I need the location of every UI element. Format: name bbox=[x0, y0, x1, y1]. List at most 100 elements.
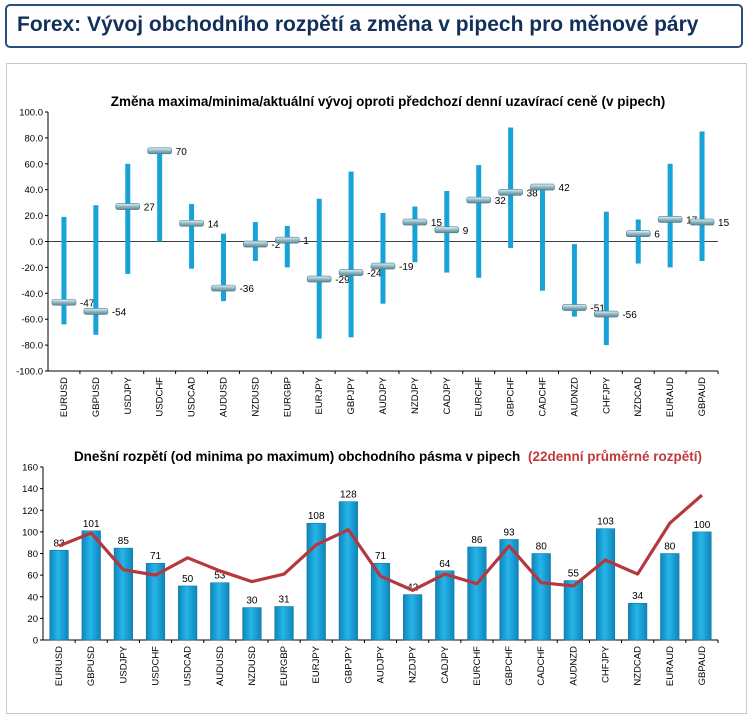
bar-value-label: 31 bbox=[279, 594, 291, 605]
current-marker bbox=[338, 269, 364, 276]
range-bar bbox=[635, 219, 641, 264]
bar-category-label: GBPAUD bbox=[697, 646, 708, 686]
bar-value-label: 64 bbox=[439, 559, 451, 570]
range-bar bbox=[61, 216, 67, 325]
bar-chart: Dnešní rozpětí (od minima po maximum) ob… bbox=[22, 449, 719, 686]
range-bar-today bbox=[178, 585, 198, 641]
current-marker bbox=[562, 304, 587, 311]
range-bar bbox=[284, 225, 290, 268]
range-bar bbox=[603, 211, 609, 346]
current-marker bbox=[498, 188, 523, 196]
current-marker bbox=[51, 299, 77, 306]
bar-category-label: EURJPY bbox=[311, 645, 322, 683]
range-bar bbox=[316, 198, 322, 339]
current-marker bbox=[179, 220, 204, 227]
current-marker bbox=[530, 183, 555, 191]
range-bar bbox=[220, 233, 226, 302]
range-bar bbox=[699, 131, 705, 261]
bar-y-tick-label: 100 bbox=[22, 527, 38, 538]
range-bar-today bbox=[692, 531, 712, 641]
bar-value-label: 83 bbox=[54, 538, 66, 549]
range-category-label: USDCAD bbox=[187, 377, 198, 417]
current-value-label: -51 bbox=[590, 304, 605, 315]
range-bar bbox=[476, 165, 482, 278]
range-bar bbox=[157, 150, 163, 242]
bar-category-label: GBPUSD bbox=[86, 646, 97, 686]
range-category-label: EURUSD bbox=[59, 377, 70, 417]
bar-category-label: EURAUD bbox=[665, 646, 676, 686]
bar-category-label: USDJPY bbox=[118, 645, 129, 683]
current-value-label: 9 bbox=[463, 226, 469, 237]
current-value-label: 6 bbox=[654, 230, 660, 241]
range-bar bbox=[380, 213, 386, 304]
range-category-label: GBPAUD bbox=[697, 377, 708, 417]
range-bar bbox=[508, 127, 514, 248]
range-bar-today bbox=[531, 553, 551, 641]
range-bar-today bbox=[210, 582, 230, 641]
bar-category-label: GBPCHF bbox=[504, 646, 515, 686]
current-marker bbox=[402, 218, 428, 226]
range-category-label: GBPUSD bbox=[91, 377, 102, 417]
bar-category-label: CADJPY bbox=[440, 645, 451, 683]
current-marker bbox=[370, 262, 396, 270]
current-value-label: -19 bbox=[399, 262, 414, 273]
current-marker bbox=[657, 216, 683, 223]
range-category-label: CHFJPY bbox=[601, 376, 612, 414]
range-category-label: GBPJPY bbox=[346, 376, 357, 414]
bar-value-label: 55 bbox=[568, 569, 580, 580]
range-category-label: EURAUD bbox=[665, 377, 676, 417]
bar-value-label: 53 bbox=[214, 571, 226, 582]
bar-value-label: 128 bbox=[340, 490, 357, 501]
range-bar-today bbox=[49, 550, 69, 641]
current-value-label: 27 bbox=[144, 203, 156, 214]
bar-y-tick-label: 20 bbox=[27, 614, 38, 625]
bar-category-label: NZDUSD bbox=[247, 646, 258, 686]
bar-value-label: 100 bbox=[694, 520, 711, 531]
current-marker bbox=[466, 196, 492, 204]
range-y-tick-label: 0.0 bbox=[30, 237, 43, 248]
range-category-label: NZDCAD bbox=[633, 377, 644, 417]
range-bar-today bbox=[242, 607, 262, 641]
bar-y-tick-label: 40 bbox=[27, 592, 38, 603]
bar-category-label: EURUSD bbox=[54, 646, 65, 686]
current-marker bbox=[274, 236, 300, 244]
bar-category-label: AUDJPY bbox=[376, 645, 387, 683]
bar-value-label: 101 bbox=[83, 519, 100, 530]
current-marker bbox=[83, 308, 109, 315]
bar-category-label: CHFJPY bbox=[601, 645, 612, 683]
bar-y-tick-label: 160 bbox=[22, 463, 38, 474]
range-bar-today bbox=[660, 553, 680, 641]
bar-category-label: CADCHF bbox=[536, 646, 547, 686]
range-y-tick-label: 60.0 bbox=[25, 159, 44, 170]
range-bar-today bbox=[595, 528, 616, 641]
current-value-label: -47 bbox=[80, 298, 95, 309]
range-bar-today bbox=[403, 594, 423, 641]
range-bar-today bbox=[499, 539, 519, 641]
range-bar bbox=[348, 171, 354, 338]
range-bar bbox=[412, 206, 418, 263]
bar-chart-title: Dnešní rozpětí (od minima po maximum) ob… bbox=[74, 449, 702, 464]
current-value-label: 15 bbox=[431, 218, 443, 229]
range-category-label: EURJPY bbox=[314, 376, 325, 414]
range-chart-title: Změna maxima/minima/aktuální vývoj oprot… bbox=[111, 94, 665, 109]
bar-value-label: 34 bbox=[632, 591, 644, 602]
bar-category-label: NZDJPY bbox=[408, 645, 419, 683]
page-title: Forex: Vývoj obchodního rozpětí a změna … bbox=[17, 13, 699, 36]
range-y-tick-label: -80.0 bbox=[21, 341, 43, 352]
current-value-label: -56 bbox=[622, 310, 637, 321]
current-value-label: 15 bbox=[718, 218, 730, 229]
bar-value-label: 50 bbox=[182, 574, 194, 585]
bar-chart-title-avg: (22denní průměrné rozpětí) bbox=[528, 449, 702, 464]
range-y-tick-label: -60.0 bbox=[21, 315, 43, 326]
range-category-label: AUDNZD bbox=[569, 377, 580, 417]
bar-value-label: 93 bbox=[504, 527, 516, 538]
bar-value-label: 71 bbox=[375, 551, 387, 562]
bar-category-label: NZDCAD bbox=[633, 646, 644, 686]
range-bar-today bbox=[370, 562, 391, 641]
range-category-label: AUDJPY bbox=[378, 376, 389, 414]
range-category-label: NZDUSD bbox=[250, 377, 261, 417]
bar-category-label: EURCHF bbox=[472, 646, 483, 686]
range-bar-today bbox=[145, 562, 166, 641]
bar-y-tick-label: 80 bbox=[27, 549, 38, 560]
range-category-label: USDJPY bbox=[123, 376, 134, 414]
